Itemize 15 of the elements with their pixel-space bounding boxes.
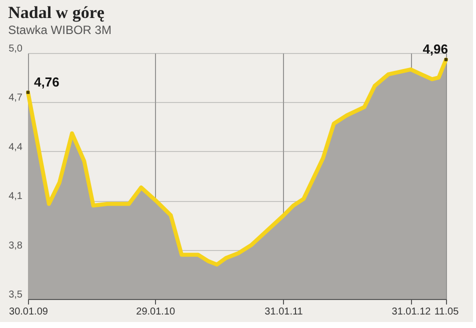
y-tick-label: 3,8 [8, 240, 23, 252]
x-tick-label: 30.01.09 [9, 306, 48, 318]
x-tick-label: 31.01.11 [264, 306, 304, 318]
y-tick-label: 4,7 [8, 92, 23, 104]
y-tick-label: 4,4 [8, 142, 23, 153]
x-tick-label: 31.01.12 [392, 306, 432, 318]
annotation: 4,96 [422, 42, 448, 57]
annotation: 4,76 [34, 74, 60, 90]
chart-title: Nadal w górę [8, 3, 105, 22]
y-tick-label: 4,1 [8, 191, 23, 202]
y-tick-label: 3,5 [8, 290, 23, 300]
x-tick-label: 11.05 [434, 306, 460, 318]
x-tick-label: 29.01.10 [136, 306, 176, 318]
y-tick-label: 5,0 [8, 44, 23, 54]
chart-subtitle: Stawka WIBOR 3M [8, 23, 112, 37]
